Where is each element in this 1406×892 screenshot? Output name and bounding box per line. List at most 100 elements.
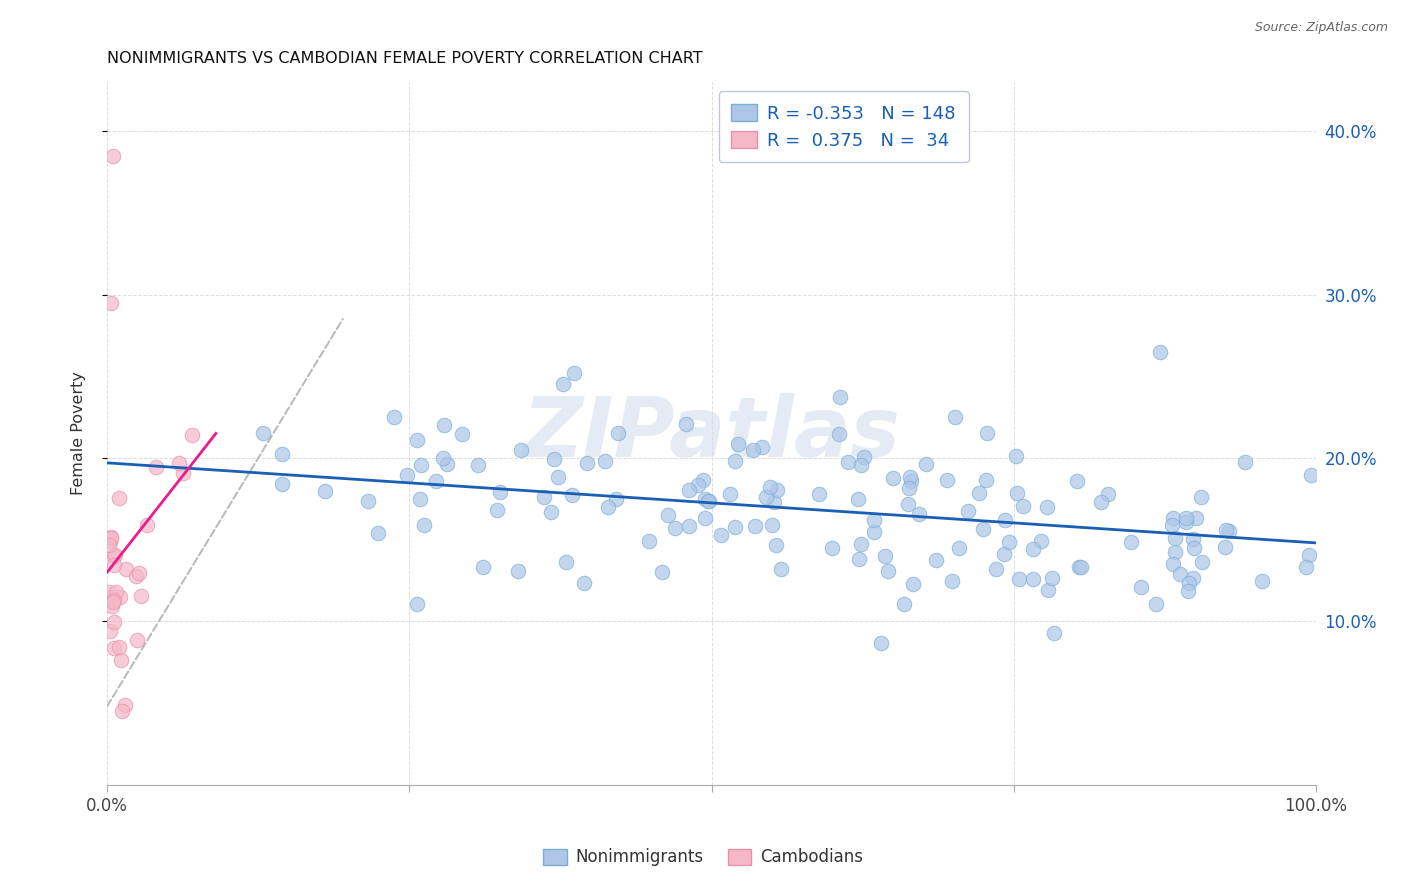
Point xyxy=(1119,535,1142,549)
Point xyxy=(100,530,122,544)
Point xyxy=(271,477,294,491)
Point xyxy=(898,469,921,483)
Point xyxy=(941,574,963,589)
Point xyxy=(605,492,627,507)
Point xyxy=(131,589,153,603)
Point xyxy=(755,490,778,504)
Point xyxy=(555,555,578,569)
Point xyxy=(762,495,785,509)
Point xyxy=(1251,574,1274,588)
Point xyxy=(724,454,747,468)
Point xyxy=(678,518,700,533)
Point xyxy=(1043,625,1066,640)
Point xyxy=(1182,541,1205,556)
Point xyxy=(925,553,948,567)
Point xyxy=(688,478,710,492)
Text: Source: ZipAtlas.com: Source: ZipAtlas.com xyxy=(1254,21,1388,34)
Point xyxy=(807,487,830,501)
Point xyxy=(1021,572,1043,586)
Point xyxy=(108,640,131,654)
Point xyxy=(1161,518,1184,533)
Point xyxy=(562,366,585,380)
Point xyxy=(540,505,562,519)
Point xyxy=(821,541,844,555)
Point xyxy=(675,417,697,432)
Point xyxy=(761,517,783,532)
Point xyxy=(413,518,436,533)
Point xyxy=(657,508,679,522)
Point xyxy=(489,484,512,499)
Point xyxy=(450,427,472,442)
Point xyxy=(367,525,389,540)
Point xyxy=(114,698,136,712)
Point xyxy=(742,443,765,458)
Point xyxy=(967,486,990,500)
Point xyxy=(1005,449,1028,463)
Point xyxy=(543,452,565,467)
Point xyxy=(101,590,124,604)
Point xyxy=(1070,560,1092,574)
Point xyxy=(409,491,432,506)
Point xyxy=(145,459,167,474)
Point xyxy=(472,560,495,574)
Point xyxy=(827,427,849,442)
Point xyxy=(770,562,793,576)
Point xyxy=(873,549,896,563)
Point xyxy=(1185,511,1208,525)
Point xyxy=(1008,572,1031,586)
Point xyxy=(1146,597,1168,611)
Point xyxy=(1022,542,1045,557)
Point xyxy=(1191,555,1213,569)
Y-axis label: Female Poverty: Female Poverty xyxy=(72,371,86,495)
Point xyxy=(727,437,749,451)
Point xyxy=(863,524,886,539)
Point xyxy=(436,457,458,471)
Point xyxy=(103,593,125,607)
Point xyxy=(1170,567,1192,582)
Point xyxy=(1234,455,1257,469)
Point xyxy=(678,483,700,497)
Point xyxy=(1164,545,1187,559)
Legend: R = -0.353   N = 148, R =  0.375   N =  34: R = -0.353 N = 148, R = 0.375 N = 34 xyxy=(718,91,969,162)
Point xyxy=(837,455,859,469)
Point xyxy=(425,474,447,488)
Point xyxy=(110,653,132,667)
Point xyxy=(547,469,569,483)
Point xyxy=(1299,468,1322,483)
Point xyxy=(710,528,733,542)
Point xyxy=(1011,499,1033,513)
Point xyxy=(180,428,202,442)
Point xyxy=(314,483,336,498)
Point xyxy=(900,475,922,489)
Point xyxy=(1031,534,1053,549)
Point xyxy=(765,483,787,497)
Point xyxy=(998,535,1021,549)
Point xyxy=(848,552,870,566)
Point xyxy=(846,491,869,506)
Point xyxy=(1213,540,1236,554)
Point xyxy=(915,457,938,471)
Point xyxy=(100,295,122,310)
Point xyxy=(1090,495,1112,509)
Point xyxy=(1182,571,1205,585)
Point xyxy=(115,562,138,576)
Point xyxy=(1149,344,1171,359)
Point xyxy=(972,522,994,536)
Point xyxy=(908,507,931,521)
Point xyxy=(744,518,766,533)
Point xyxy=(486,503,509,517)
Point xyxy=(97,585,120,599)
Point xyxy=(100,531,122,545)
Point xyxy=(433,417,456,432)
Point xyxy=(252,425,274,440)
Point xyxy=(172,467,194,481)
Point xyxy=(572,575,595,590)
Point xyxy=(432,450,454,465)
Point xyxy=(135,518,157,533)
Point xyxy=(596,500,619,514)
Text: NONIMMIGRANTS VS CAMBODIAN FEMALE POVERTY CORRELATION CHART: NONIMMIGRANTS VS CAMBODIAN FEMALE POVERT… xyxy=(107,51,703,66)
Point xyxy=(110,704,132,718)
Point xyxy=(664,521,686,535)
Point xyxy=(1175,515,1198,529)
Point xyxy=(1295,559,1317,574)
